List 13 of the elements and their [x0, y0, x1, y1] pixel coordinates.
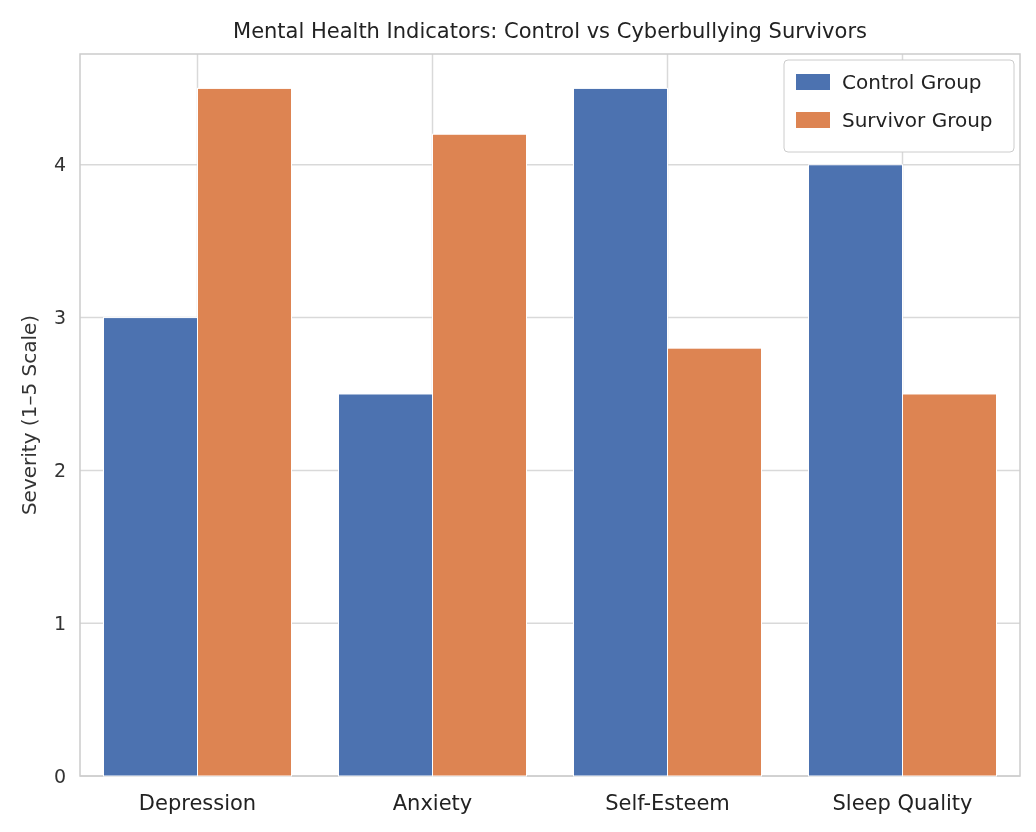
y-tick-label: 3 [53, 306, 66, 329]
y-tick-label: 0 [53, 764, 66, 787]
y-tick-label: 4 [53, 153, 66, 176]
x-tick-label: Anxiety [392, 791, 473, 815]
x-tick-label: Self-Esteem [605, 791, 730, 815]
y-axis-title: Severity (1–5 Scale) [17, 314, 41, 516]
legend-label: Survivor Group [842, 108, 993, 132]
chart-title: Mental Health Indicators: Control vs Cyberbullying Survivors [233, 19, 867, 43]
x-tick-label: Sleep Quality [832, 791, 973, 815]
legend-label: Control Group [842, 70, 982, 94]
y-tick-label: 1 [53, 611, 66, 634]
y-tick-label: 2 [53, 459, 66, 482]
x-tick-label: Depression [138, 791, 257, 815]
